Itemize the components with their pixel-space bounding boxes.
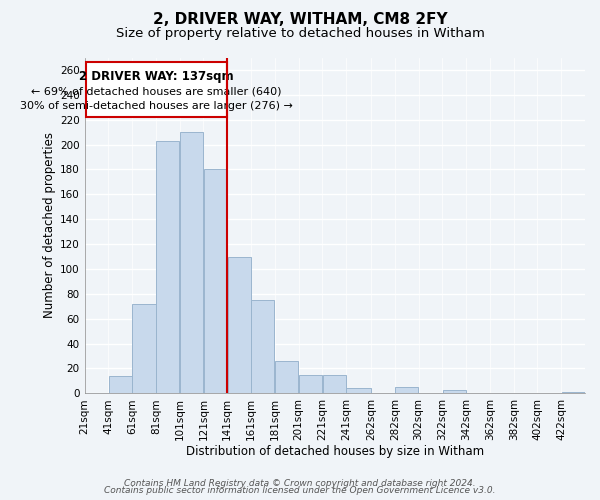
Bar — [227, 256, 251, 394]
Bar — [180, 132, 203, 394]
Text: Size of property relative to detached houses in Witham: Size of property relative to detached ho… — [116, 28, 484, 40]
Bar — [275, 361, 298, 394]
Bar — [562, 392, 585, 394]
Bar — [395, 387, 418, 394]
Bar — [323, 374, 346, 394]
Text: 2 DRIVER WAY: 137sqm: 2 DRIVER WAY: 137sqm — [79, 70, 234, 83]
Text: 30% of semi-detached houses are larger (276) →: 30% of semi-detached houses are larger (… — [20, 101, 293, 111]
X-axis label: Distribution of detached houses by size in Witham: Distribution of detached houses by size … — [186, 444, 484, 458]
Text: Contains public sector information licensed under the Open Government Licence v3: Contains public sector information licen… — [104, 486, 496, 495]
Bar — [133, 304, 155, 394]
Text: 2, DRIVER WAY, WITHAM, CM8 2FY: 2, DRIVER WAY, WITHAM, CM8 2FY — [152, 12, 448, 28]
Bar — [156, 141, 179, 394]
Bar — [251, 300, 274, 394]
Bar — [299, 374, 322, 394]
Bar — [443, 390, 466, 394]
Bar — [109, 376, 132, 394]
FancyBboxPatch shape — [86, 62, 227, 117]
Text: ← 69% of detached houses are smaller (640): ← 69% of detached houses are smaller (64… — [31, 86, 282, 96]
Y-axis label: Number of detached properties: Number of detached properties — [43, 132, 56, 318]
Bar — [346, 388, 371, 394]
Bar — [204, 170, 227, 394]
Text: Contains HM Land Registry data © Crown copyright and database right 2024.: Contains HM Land Registry data © Crown c… — [124, 478, 476, 488]
